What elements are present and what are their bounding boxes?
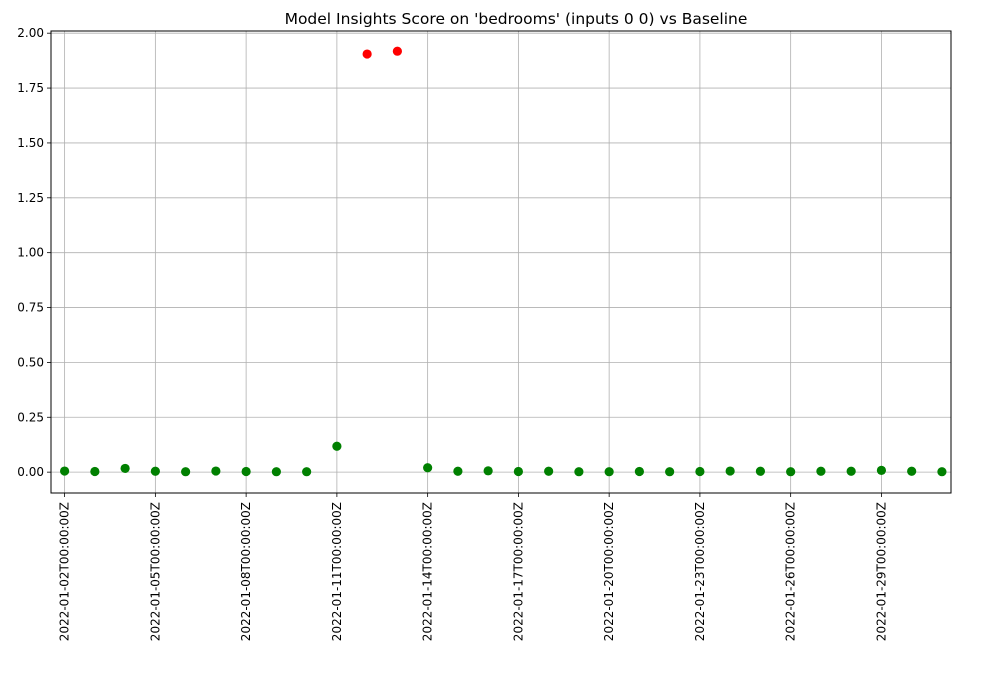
y-tick-label: 0.00 bbox=[17, 465, 44, 479]
data-point bbox=[816, 466, 826, 476]
plot-area bbox=[50, 30, 952, 494]
y-tick-label: 1.00 bbox=[17, 246, 44, 260]
data-point bbox=[241, 466, 251, 477]
y-tick-label: 0.75 bbox=[17, 301, 44, 315]
data-point bbox=[120, 463, 130, 474]
x-tick-label: 2022-01-08T00:00:00Z bbox=[239, 502, 253, 641]
x-tick-label: 2022-01-26T00:00:00Z bbox=[784, 502, 798, 641]
data-point bbox=[302, 467, 312, 477]
x-tick-label: 2022-01-14T00:00:00Z bbox=[421, 502, 435, 641]
data-point bbox=[786, 467, 796, 477]
y-tick-label: 0.25 bbox=[17, 410, 44, 424]
data-point bbox=[332, 441, 342, 451]
data-point bbox=[90, 466, 100, 477]
data-point bbox=[453, 466, 463, 476]
data-point bbox=[907, 466, 917, 476]
x-tick-label: 2022-01-29T00:00:00Z bbox=[874, 502, 888, 641]
data-point bbox=[876, 465, 887, 475]
data-point bbox=[150, 466, 160, 476]
data-points bbox=[60, 46, 947, 477]
y-axis: 0.00 0.25 0.50 0.75 1.00 1.25 1.50 1.75 2.00 bbox=[17, 26, 51, 479]
y-tick-label: 2.00 bbox=[17, 26, 44, 40]
data-point bbox=[937, 467, 947, 477]
y-tick-label: 1.25 bbox=[17, 191, 44, 205]
x-tick-label: 2022-01-20T00:00:00Z bbox=[602, 502, 616, 641]
data-point bbox=[211, 466, 221, 476]
data-point bbox=[846, 466, 856, 476]
x-tick-label: 2022-01-02T00:00:00Z bbox=[58, 502, 72, 641]
data-point bbox=[513, 466, 523, 477]
y-tick-label: 1.75 bbox=[17, 81, 44, 95]
chart-title: Model Insights Score on 'bedrooms' (inpu… bbox=[285, 10, 748, 28]
data-point bbox=[392, 46, 402, 56]
data-point bbox=[423, 463, 433, 473]
y-tick-label: 0.50 bbox=[17, 355, 44, 369]
x-tick-label: 2022-01-05T00:00:00Z bbox=[148, 502, 162, 641]
data-point bbox=[362, 49, 372, 59]
data-point bbox=[483, 466, 493, 476]
data-point bbox=[544, 466, 554, 476]
data-point bbox=[60, 466, 70, 476]
data-point bbox=[604, 467, 614, 477]
data-point bbox=[574, 467, 584, 477]
data-point bbox=[271, 467, 281, 477]
y-tick-label: 1.50 bbox=[17, 136, 44, 150]
data-point bbox=[634, 466, 645, 477]
x-tick-label: 2022-01-23T00:00:00Z bbox=[693, 502, 707, 641]
x-tick-label: 2022-01-17T00:00:00Z bbox=[511, 502, 525, 641]
x-axis: 2022-01-02T00:00:00Z 2022-01-05T00:00:00Z… bbox=[58, 493, 888, 641]
data-point bbox=[725, 466, 735, 476]
data-point bbox=[695, 466, 705, 477]
data-point bbox=[665, 467, 675, 477]
data-point bbox=[755, 466, 766, 476]
x-tick-label: 2022-01-11T00:00:00Z bbox=[330, 502, 344, 641]
grid-lines bbox=[51, 31, 951, 493]
data-point bbox=[181, 467, 191, 477]
